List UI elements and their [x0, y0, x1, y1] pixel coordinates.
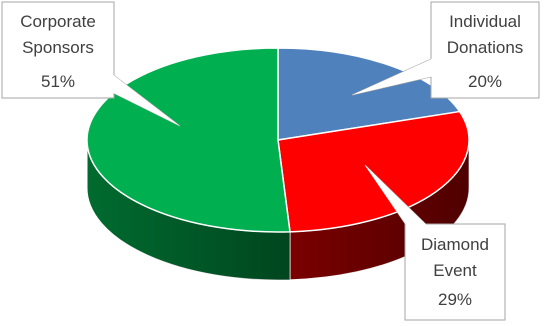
slice-label: Diamond	[421, 235, 489, 254]
slice-percent-label: 29%	[438, 290, 472, 309]
callout-diamond-event: Diamond Event 29%	[364, 164, 506, 321]
callout-pointer-fill	[50, 38, 180, 126]
callout-corporate-sponsors: Corporate Sponsors 51%	[1, 1, 181, 127]
callout-pointer-fill	[365, 165, 466, 282]
data-labels: Individual Donations 20% Diamond Event 29% Cor…	[1, 1, 540, 321]
slice-percent-label: 20%	[468, 72, 502, 91]
callout-individual-donations: Individual Donations 20%	[351, 1, 540, 99]
pie-slice-individual-donations	[277, 47, 461, 141]
slice-label: Individual	[449, 12, 521, 31]
pie-slice-diamond-event	[277, 110, 470, 233]
slice-percent-label: 51%	[41, 72, 75, 91]
pie-side-shade-corporate-sponsors	[87, 140, 290, 280]
slice-label: Sponsors	[22, 38, 94, 57]
slice-label: Corporate	[20, 12, 96, 31]
slice-label: Donations	[447, 38, 524, 57]
callout-pointer-fill	[352, 36, 490, 95]
slice-label: Event	[433, 261, 477, 280]
